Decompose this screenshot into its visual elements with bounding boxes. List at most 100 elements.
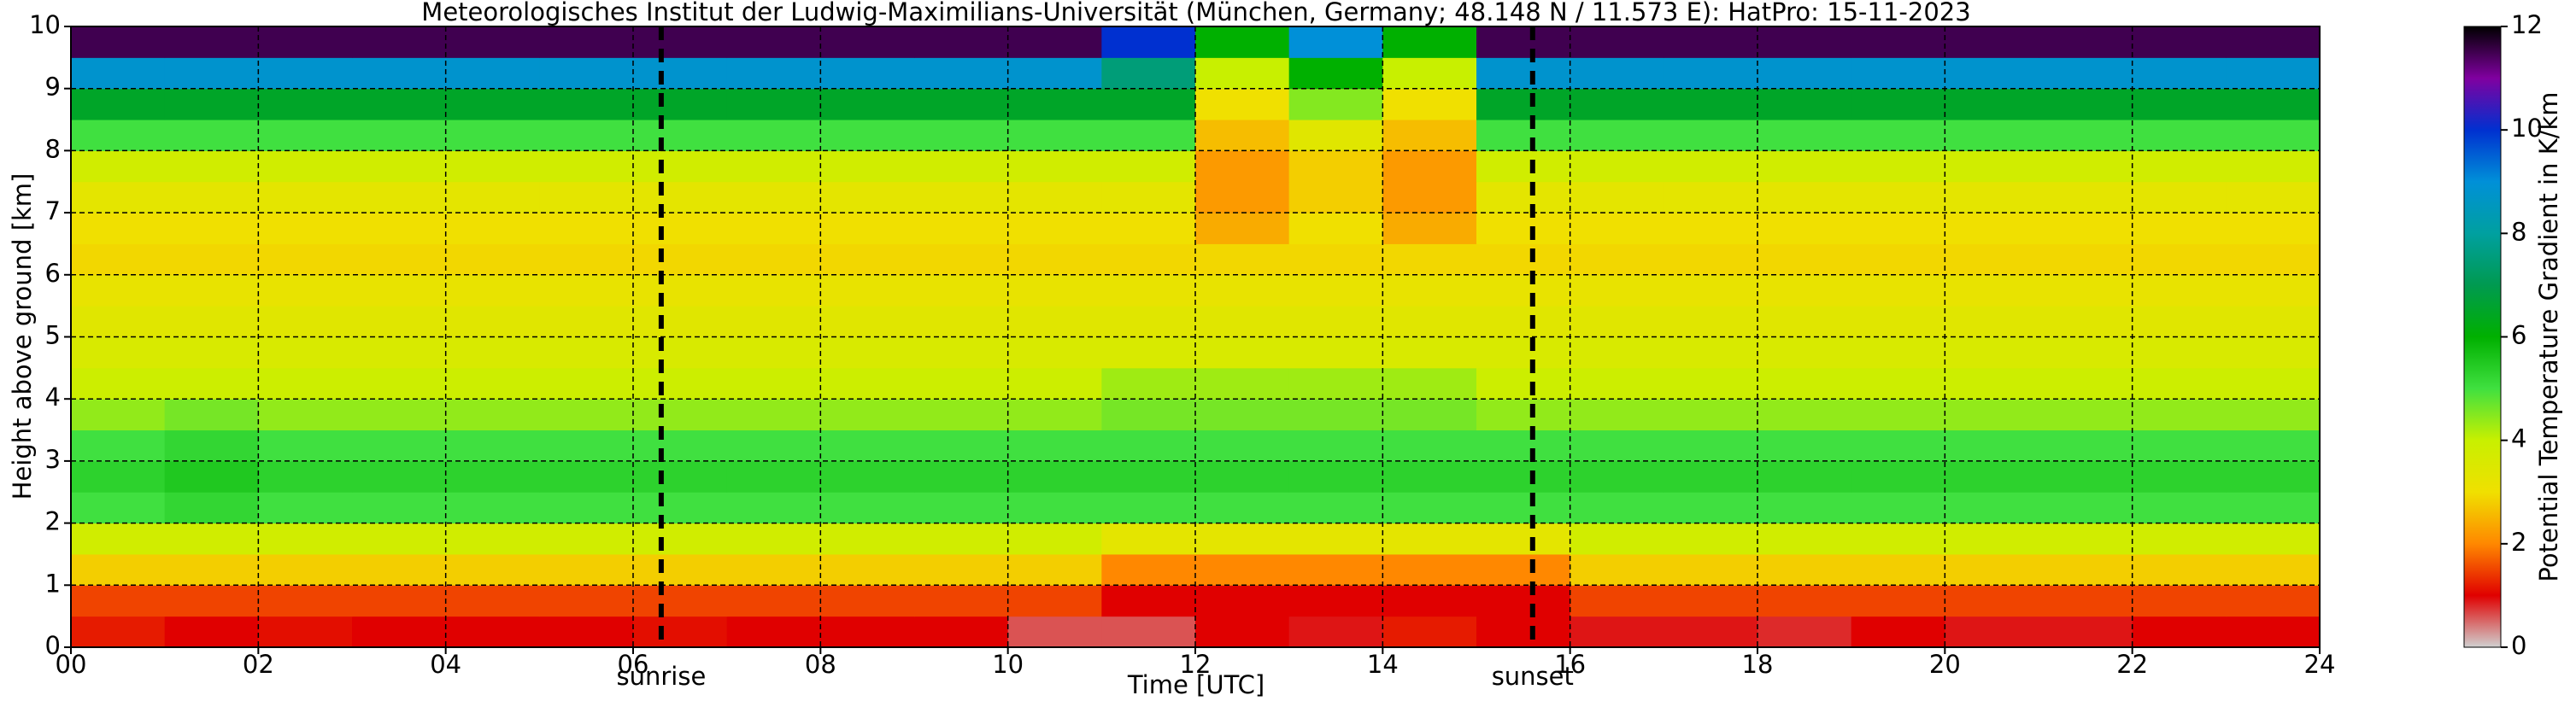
heatmap-cell: [2226, 120, 2321, 151]
heatmap-cell: [1101, 399, 1196, 431]
heatmap-cell: [633, 57, 728, 90]
heatmap-cell: [71, 367, 166, 400]
heatmap-cell: [1851, 460, 1945, 493]
heatmap-cell: [820, 120, 915, 151]
heatmap-cell: [1101, 616, 1196, 648]
heatmap-cell: [71, 553, 166, 586]
heatmap-cell: [539, 429, 634, 462]
heatmap-cell: [1757, 553, 1852, 586]
annotation-label: sunrise: [616, 662, 706, 691]
heatmap-cell: [2226, 523, 2321, 555]
heatmap-cell: [1195, 57, 1290, 90]
colorbar-tick-label: 12: [2511, 10, 2543, 39]
heatmap-cell: [1288, 274, 1383, 307]
heatmap-cell: [1101, 553, 1196, 586]
heatmap-cell: [1382, 336, 1477, 369]
x-tick-label: 16: [1554, 650, 1586, 679]
heatmap-cell: [726, 523, 821, 555]
heatmap-cell: [1945, 616, 2039, 648]
heatmap-cell: [1288, 88, 1383, 120]
heatmap-cell: [1664, 57, 1758, 90]
heatmap-cell: [2226, 336, 2321, 369]
heatmap-cell: [352, 306, 447, 337]
y-tick-label: 5: [45, 321, 61, 350]
heatmap-cell: [1945, 120, 2039, 151]
heatmap-cell: [1664, 367, 1758, 400]
heatmap-cell: [71, 336, 166, 369]
heatmap-cell: [726, 306, 821, 337]
heatmap-cell: [820, 585, 915, 617]
heatmap-cell: [633, 120, 728, 151]
heatmap-cell: [1288, 306, 1383, 337]
heatmap-cell: [1757, 429, 1852, 462]
heatmap-cell: [352, 460, 447, 493]
heatmap-cell: [1570, 57, 1664, 90]
heatmap-cell: [1851, 213, 1945, 244]
heatmap-cell: [726, 57, 821, 90]
heatmap-cell: [1007, 399, 1102, 431]
heatmap-cell: [726, 367, 821, 400]
heatmap-cell: [2039, 460, 2133, 493]
heatmap-cell: [445, 213, 540, 244]
heatmap-cell: [445, 492, 540, 524]
heatmap-cell: [726, 553, 821, 586]
heatmap-cell: [1570, 460, 1664, 493]
heatmap-cell: [352, 181, 447, 213]
x-tick-label: 00: [56, 650, 87, 679]
heatmap-cell: [445, 523, 540, 555]
heatmap-cell: [1101, 523, 1196, 555]
heatmap-cell: [1945, 399, 2039, 431]
heatmap-cell: [352, 399, 447, 431]
heatmap-cell: [2039, 429, 2133, 462]
heatmap-cell: [1288, 460, 1383, 493]
heatmap-cell: [164, 243, 259, 276]
heatmap-cell: [1007, 460, 1102, 493]
heatmap-cell: [633, 213, 728, 244]
heatmap-cell: [352, 616, 447, 648]
heatmap-cell: [1570, 553, 1664, 586]
heatmap-cell: [71, 181, 166, 213]
heatmap-cell: [633, 243, 728, 276]
heatmap-cell: [164, 429, 259, 462]
heatmap-cell: [1288, 585, 1383, 617]
heatmap-cell: [1007, 243, 1102, 276]
heatmap-cell: [1945, 181, 2039, 213]
heatmap-cell: [445, 243, 540, 276]
heatmap-cell: [1664, 213, 1758, 244]
heatmap-cell: [1851, 367, 1945, 400]
heatmap-cell: [71, 150, 166, 183]
heatmap-cell: [914, 585, 1009, 617]
heatmap-cell: [2039, 367, 2133, 400]
heatmap-cell: [1945, 274, 2039, 307]
heatmap-cell: [539, 57, 634, 90]
heatmap-cell: [1664, 181, 1758, 213]
heatmap-cell: [1288, 57, 1383, 90]
heatmap-cell: [2132, 553, 2227, 586]
heatmap-cell: [1945, 367, 2039, 400]
heatmap-cell: [1945, 336, 2039, 369]
heatmap-cell: [352, 429, 447, 462]
colorbar-tick-label: 4: [2511, 424, 2526, 453]
heatmap-cell: [352, 243, 447, 276]
heatmap-cell: [352, 585, 447, 617]
heatmap-cell: [2132, 274, 2227, 307]
heatmap-cell: [2132, 460, 2227, 493]
heatmap-cell: [164, 274, 259, 307]
heatmap-cell: [2226, 585, 2321, 617]
heatmap-cell: [445, 553, 540, 586]
heatmap-cell: [1570, 150, 1664, 183]
heatmap-cell: [2039, 492, 2133, 524]
heatmap-cell: [164, 460, 259, 493]
heatmap-cell: [539, 88, 634, 120]
heatmap-cell: [352, 150, 447, 183]
heatmap-cell: [1382, 26, 1477, 58]
heatmap-cell: [1757, 585, 1852, 617]
heatmap-cell: [1288, 523, 1383, 555]
heatmap-cell: [1570, 243, 1664, 276]
heatmap-cell: [633, 429, 728, 462]
heatmap-cell: [726, 26, 821, 58]
heatmap-cell: [1101, 429, 1196, 462]
heatmap-cell: [1476, 429, 1571, 462]
heatmap-cell: [726, 181, 821, 213]
heatmap-cell: [633, 553, 728, 586]
